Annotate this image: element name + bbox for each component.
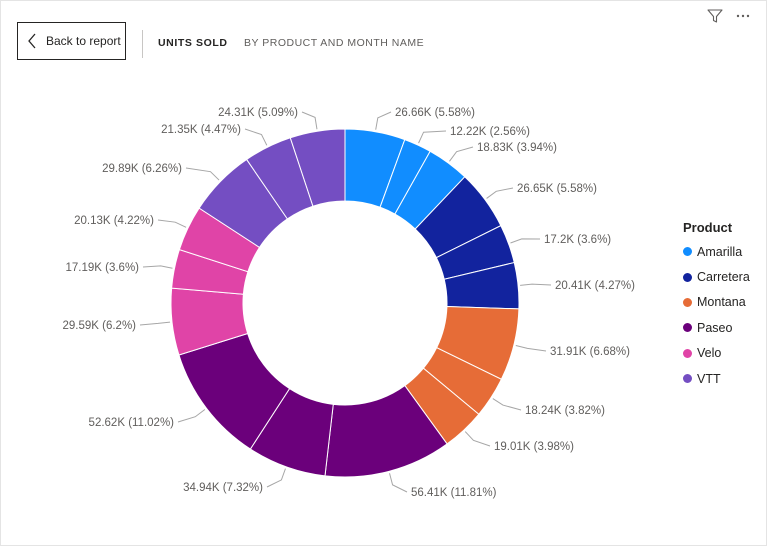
leader-line (492, 398, 522, 411)
leader-line (449, 146, 474, 162)
legend-label: Carretera (697, 270, 750, 285)
data-label: 20.13K (4.22%) (74, 215, 154, 227)
data-label: 31.91K (6.68%) (550, 346, 630, 358)
legend-item-vtt[interactable]: VTT (683, 366, 750, 391)
legend-dot (683, 323, 692, 333)
legend: Product Amarilla Carretera Montana Paseo Vel… (683, 220, 750, 391)
leader-line (157, 219, 187, 228)
legend-dot (683, 374, 692, 384)
leader-line (266, 468, 286, 488)
data-label: 12.22K (2.56%) (450, 126, 530, 138)
legend-label: Velo (697, 346, 722, 361)
data-label: 21.35K (4.47%) (161, 124, 241, 136)
leader-line (244, 128, 268, 146)
leader-line (139, 321, 171, 326)
leader-line (389, 473, 408, 493)
legend-dot (683, 272, 692, 282)
legend-item-velo[interactable]: Velo (683, 341, 750, 366)
data-label: 20.41K (4.27%) (555, 280, 635, 292)
leader-line (510, 238, 541, 244)
back-to-report-label: Back to report (46, 34, 121, 48)
legend-item-paseo[interactable]: Paseo (683, 315, 750, 340)
leader-line (375, 111, 392, 130)
data-label: 24.31K (5.09%) (218, 107, 298, 119)
legend-dot (683, 247, 692, 257)
leader-line (418, 130, 447, 144)
legend-item-carretera[interactable]: Carretera (683, 264, 750, 289)
legend-dot (683, 297, 692, 307)
leader-line (520, 283, 552, 286)
leader-line (486, 187, 514, 199)
back-to-report-button[interactable]: Back to report (17, 22, 126, 60)
chart-subtitle: BY PRODUCT AND MONTH NAME (244, 37, 425, 49)
more-options-icon[interactable] (734, 7, 752, 25)
legend-label: Montana (697, 295, 746, 310)
leader-line (142, 265, 173, 269)
legend-title: Product (683, 220, 733, 235)
data-label: 19.01K (3.98%) (494, 441, 574, 453)
data-label: 18.83K (3.94%) (477, 142, 557, 154)
legend-item-amarilla[interactable]: Amarilla (683, 239, 750, 264)
donut-slice-vtt[interactable] (289, 128, 346, 207)
leader-line (464, 431, 491, 447)
legend-label: Paseo (697, 320, 733, 335)
data-label: 29.59K (6.2%) (62, 320, 136, 332)
data-label: 17.19K (3.6%) (65, 262, 139, 274)
data-label: 26.65K (5.58%) (517, 183, 597, 195)
header-divider (142, 30, 143, 58)
data-label: 29.89K (6.26%) (102, 163, 182, 175)
legend-dot (683, 348, 692, 358)
legend-item-montana[interactable]: Montana (683, 290, 750, 315)
chart-title: UNITS SOLD (158, 37, 228, 49)
leader-line (185, 167, 220, 181)
data-label: 26.66K (5.58%) (395, 107, 475, 119)
leader-line (515, 345, 547, 352)
chevron-left-icon (20, 22, 44, 60)
legend-label: VTT (697, 371, 721, 386)
filter-icon[interactable] (706, 7, 724, 25)
visual-toolbar (706, 7, 752, 25)
legend-label: Amarilla (697, 244, 743, 259)
data-label: 17.2K (3.6%) (544, 234, 611, 246)
leader-line (301, 111, 318, 130)
data-label: 18.24K (3.82%) (525, 405, 605, 417)
data-label: 52.62K (11.02%) (89, 417, 175, 429)
leader-line (177, 409, 206, 423)
data-label: 34.94K (7.32%) (183, 482, 263, 494)
data-label: 56.41K (11.81%) (411, 487, 497, 499)
